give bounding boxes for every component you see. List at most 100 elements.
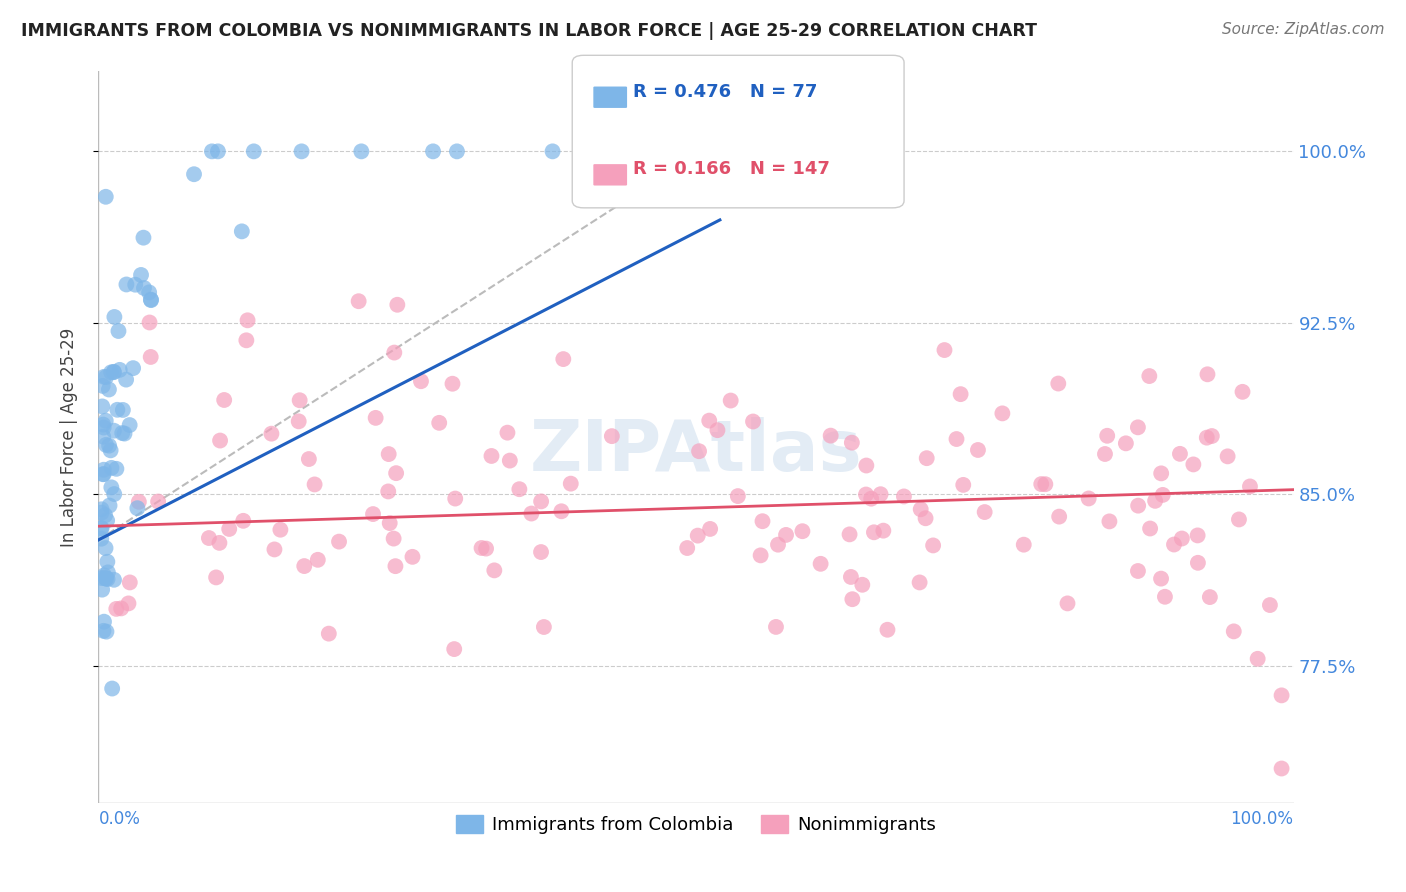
Point [97,383,120,397]
Point [139,350,162,364]
Point [291,145,314,159]
Point [96,624,118,639]
Point [1137,369,1160,384]
Point [1195,431,1218,445]
Point [553,352,575,367]
Point [100,443,122,458]
Point [945,432,967,446]
Point [441,376,464,391]
Point [1168,447,1191,461]
Point [475,541,498,556]
Point [94,438,117,452]
Point [347,294,370,309]
Point [232,514,254,528]
Point [205,570,228,584]
Point [260,426,283,441]
Point [1232,384,1254,399]
Point [304,477,326,491]
Point [100,365,122,379]
Point [94,190,117,204]
Point [235,334,257,348]
Point [91,400,114,414]
Point [706,423,728,437]
Point [94,508,117,523]
Point [138,316,160,330]
Point [1163,537,1185,551]
Point [1187,556,1209,570]
Point [749,549,772,563]
Point [915,451,938,466]
Point [103,365,125,379]
Point [328,534,350,549]
Point [96,370,118,384]
Point [103,573,125,587]
Point [207,145,229,159]
Point [792,524,814,539]
Point [115,373,138,387]
Point [1150,467,1173,481]
Point [1033,477,1056,491]
Point [110,601,132,615]
Point [138,285,160,300]
Point [533,620,555,634]
Point [1098,515,1121,529]
Point [765,620,787,634]
Point [127,501,149,516]
Point [1197,368,1219,382]
Point [108,363,131,377]
Point [384,559,406,574]
Point [470,541,492,555]
Point [382,532,405,546]
Point [100,461,122,475]
Point [1128,499,1150,513]
Point [94,572,117,586]
Point [1216,450,1239,464]
Point [484,563,506,577]
Point [263,542,285,557]
Point [91,582,114,597]
Point [93,420,115,434]
Point [90,506,112,520]
Point [775,528,797,542]
Point [841,592,863,607]
Point [236,313,259,327]
Point [361,507,384,521]
Point [1154,590,1177,604]
Point [111,403,134,417]
Point [914,511,936,525]
Point [90,521,112,535]
Point [949,387,972,401]
Point [307,553,329,567]
Point [1139,521,1161,535]
Point [93,568,115,582]
Point [530,545,553,559]
Point [128,495,150,509]
Text: Source: ZipAtlas.com: Source: ZipAtlas.com [1222,22,1385,37]
Point [103,487,125,501]
Point [973,505,995,519]
Point [1171,532,1194,546]
Point [98,499,121,513]
Point [401,549,423,564]
Point [530,494,553,508]
Point [105,602,128,616]
Text: R = 0.166   N = 147: R = 0.166 N = 147 [633,161,830,178]
Point [124,277,146,292]
Point [114,426,136,441]
Point [720,393,742,408]
Point [860,491,883,506]
Point [122,361,145,376]
Point [1199,590,1222,604]
Point [841,435,863,450]
Point [863,525,886,540]
Text: R = 0.476   N = 77: R = 0.476 N = 77 [633,83,817,101]
Point [198,531,221,545]
Point [100,480,122,494]
Point [385,466,408,480]
Point [443,642,465,657]
Point [676,541,699,555]
Point [1152,488,1174,502]
Point [387,298,409,312]
Point [766,538,789,552]
Point [93,369,115,384]
